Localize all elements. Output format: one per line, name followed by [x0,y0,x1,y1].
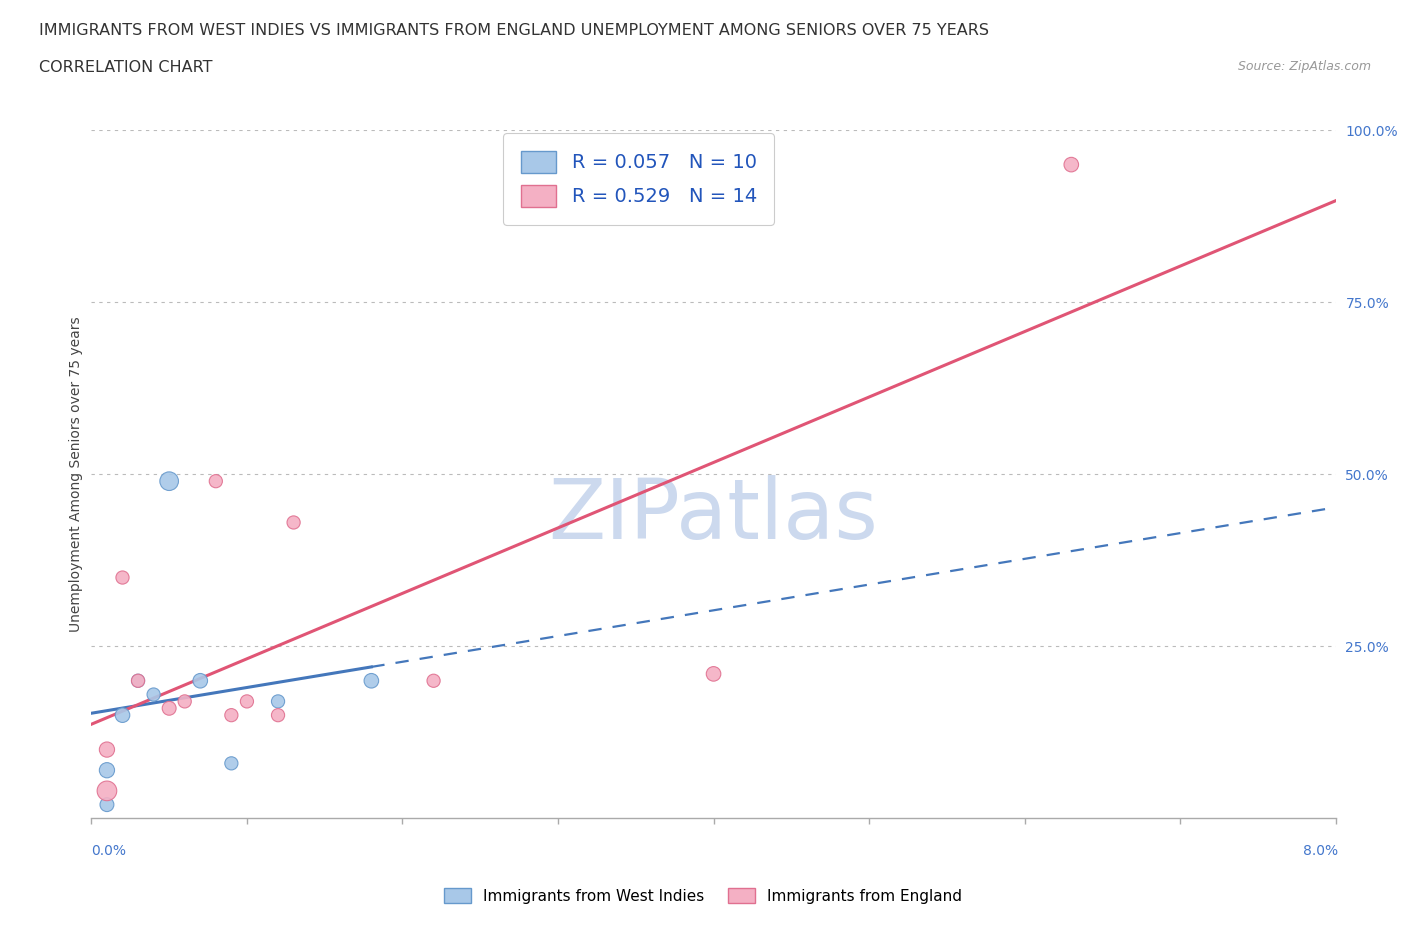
Point [157,473,180,488]
Point [236,694,259,709]
Point [267,694,290,709]
Legend: R = 0.057   N = 10, R = 0.529   N = 14: R = 0.057 N = 10, R = 0.529 N = 14 [503,133,775,225]
Point [188,673,211,688]
Point [422,673,444,688]
Point [1060,157,1083,172]
Point [221,756,243,771]
Y-axis label: Unemployment Among Seniors over 75 years: Unemployment Among Seniors over 75 years [69,316,83,632]
Point [127,673,149,688]
Text: 8.0%: 8.0% [1303,844,1339,858]
Text: CORRELATION CHART: CORRELATION CHART [39,60,212,75]
Point [96,797,118,812]
Point [702,667,725,682]
Point [267,708,290,723]
Point [221,708,243,723]
Text: 0.0%: 0.0% [91,844,127,858]
Point [111,708,134,723]
Point [96,783,118,798]
Legend: Immigrants from West Indies, Immigrants from England: Immigrants from West Indies, Immigrants … [436,880,970,911]
Point [283,515,305,530]
Point [111,570,134,585]
Text: Source: ZipAtlas.com: Source: ZipAtlas.com [1237,60,1371,73]
Point [157,701,180,716]
Point [127,673,149,688]
Text: IMMIGRANTS FROM WEST INDIES VS IMMIGRANTS FROM ENGLAND UNEMPLOYMENT AMONG SENIOR: IMMIGRANTS FROM WEST INDIES VS IMMIGRANT… [39,23,990,38]
Point [173,694,195,709]
Point [360,673,382,688]
Point [142,687,165,702]
Point [205,473,228,488]
Text: ZIPatlas: ZIPatlas [548,475,879,556]
Point [96,742,118,757]
Point [96,763,118,777]
